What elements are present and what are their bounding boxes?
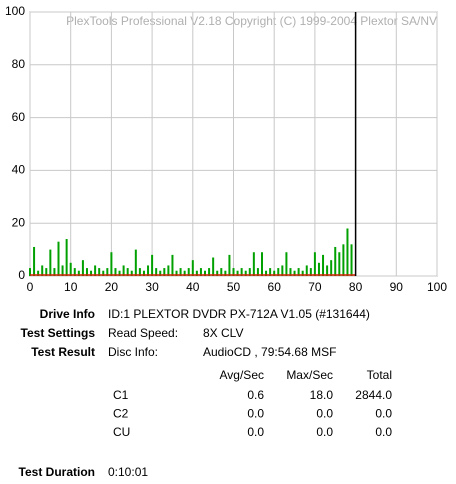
table-cell: 0.0: [316, 407, 333, 421]
x-tick-label: 100: [427, 280, 447, 294]
table-cell: 0.0: [247, 407, 264, 421]
row-label: CU: [113, 425, 130, 439]
table-cell: 0.0: [375, 407, 392, 421]
x-tick-label: 20: [105, 280, 119, 294]
table-cell: 18.0: [310, 388, 334, 402]
y-tick-label: 20: [12, 215, 26, 229]
x-tick-label: 80: [349, 280, 363, 294]
y-tick-label: 60: [12, 110, 26, 124]
test-duration-value: 0:10:01: [108, 465, 148, 479]
table-header: Avg/Sec: [220, 368, 264, 382]
test-result-key: Disc Info:: [108, 345, 158, 359]
x-tick-label: 30: [145, 280, 159, 294]
table-cell: 0.6: [247, 388, 264, 402]
table-cell: 0.0: [247, 425, 264, 439]
x-tick-label: 90: [390, 280, 404, 294]
y-tick-label: 0: [18, 268, 25, 282]
table-cell: 0.0: [375, 425, 392, 439]
x-tick-label: 0: [27, 280, 34, 294]
table-header: Max/Sec: [286, 368, 333, 382]
x-tick-label: 40: [186, 280, 200, 294]
row-label: C2: [113, 407, 129, 421]
drive-info-label: Drive Info: [40, 307, 95, 321]
y-tick-label: 100: [5, 4, 25, 18]
table-cell: 0.0: [316, 425, 333, 439]
watermark: PlexTools Professional V2.18 Copyright (…: [66, 14, 437, 28]
test-result-label: Test Result: [31, 345, 95, 359]
test-settings-label: Test Settings: [21, 326, 96, 340]
test-result-value: AudioCD , 79:54.68 MSF: [203, 345, 336, 359]
x-tick-label: 60: [268, 280, 282, 294]
test-settings-value: 8X CLV: [203, 326, 243, 340]
test-duration-label: Test Duration: [19, 465, 95, 479]
y-tick-label: 40: [12, 163, 26, 177]
table-cell: 2844.0: [355, 388, 392, 402]
row-label: C1: [113, 388, 129, 402]
y-tick-label: 80: [12, 57, 26, 71]
x-tick-label: 10: [64, 280, 78, 294]
table-header: Total: [367, 368, 392, 382]
x-tick-label: 50: [227, 280, 241, 294]
test-settings-key: Read Speed:: [108, 326, 178, 340]
x-tick-label: 70: [308, 280, 322, 294]
drive-info-value: ID:1 PLEXTOR DVDR PX-712A V1.05 (#131644…: [108, 307, 370, 321]
